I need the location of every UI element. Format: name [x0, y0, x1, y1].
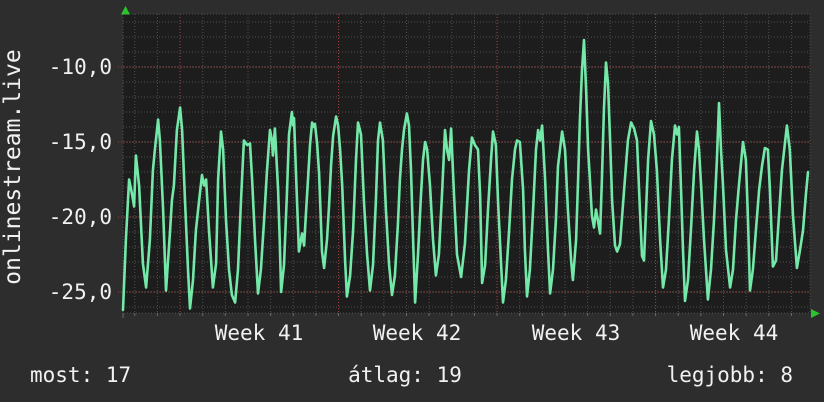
y-axis-label: -20,0	[48, 205, 112, 229]
y-axis-label: -15,0	[48, 130, 112, 154]
stat-average: átlag: 19	[348, 363, 462, 387]
y-axis-label: -10,0	[48, 55, 112, 79]
x-axis-label-week44: Week 44	[689, 321, 779, 345]
stat-current: most: 17	[30, 363, 132, 387]
y-axis-label: -25,0	[48, 280, 112, 304]
up-arrow-icon	[121, 6, 130, 15]
x-axis-label-week42: Week 42	[372, 321, 462, 345]
graph-vertical-title: onlinestream.live	[0, 49, 26, 285]
x-axis-label-week41: Week 41	[214, 321, 304, 345]
latency-line-series	[121, 38, 810, 312]
stat-best: legjobb: 8	[666, 363, 793, 387]
plot-border	[122, 13, 811, 314]
x-axis-label-week43: Week 43	[531, 321, 621, 345]
right-arrow-icon	[811, 309, 820, 318]
